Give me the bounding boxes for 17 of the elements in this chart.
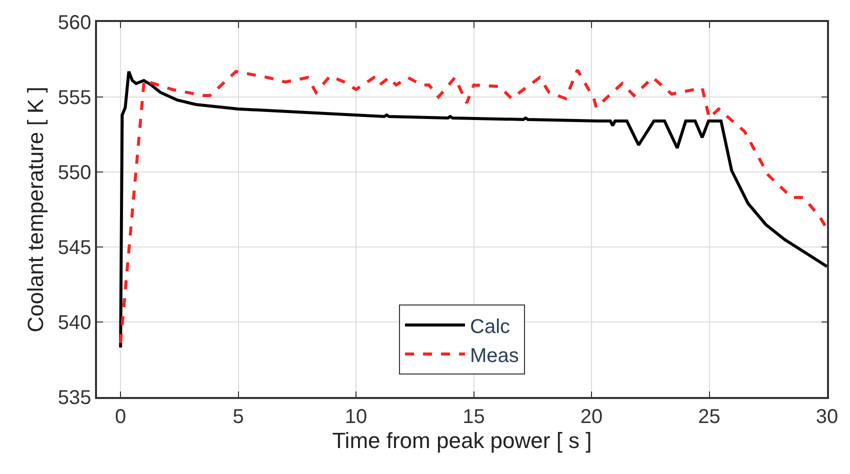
x-tick-label: 30	[816, 406, 838, 428]
x-axis-title: Time from peak power [ s ]	[332, 428, 592, 454]
y-axis-title: Coolant temperature [ K ]	[23, 86, 48, 332]
x-tick-label: 5	[232, 406, 244, 428]
legend-label: Calc	[470, 316, 510, 338]
x-tick-label: 15	[462, 406, 485, 428]
legend-label: Meas	[470, 344, 519, 367]
y-tick-label: 540	[58, 312, 92, 334]
x-tick-label: 20	[580, 406, 603, 428]
x-tick-label: 10	[344, 406, 368, 428]
y-tick-label: 555	[58, 87, 92, 109]
x-tick-label: 0	[114, 406, 126, 428]
x-tick-label: 25	[698, 406, 720, 428]
y-tick-label: 550	[58, 162, 92, 184]
y-tick-label: 535	[58, 387, 92, 409]
y-tick-label: 545	[58, 237, 92, 259]
y-tick-label: 560	[58, 12, 92, 34]
